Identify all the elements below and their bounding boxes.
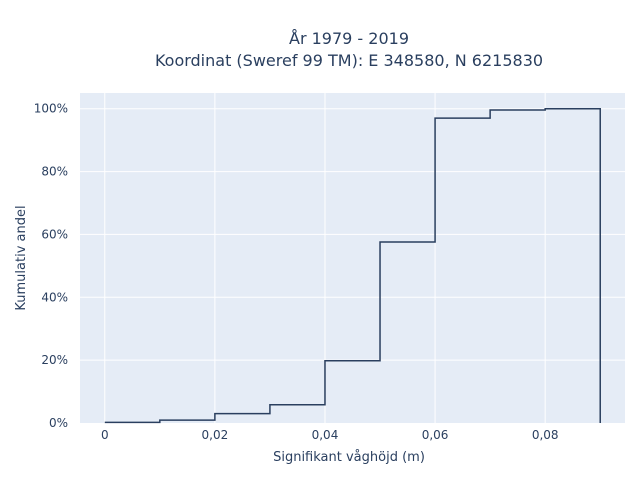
x-tick-label: 0,08 [532, 428, 559, 442]
x-tick-label: 0,04 [312, 428, 339, 442]
y-tick-label: 40% [41, 290, 68, 304]
x-tick-labels: 0 0,02 0,04 0,06 0,08 [101, 428, 559, 442]
x-axis-title: Signifikant våghöjd (m) [273, 450, 425, 465]
chart-title: År 1979 - 2019 Koordinat (Sweref 99 TM):… [0, 28, 640, 72]
y-axis-title: Kumulativ andel [14, 205, 29, 310]
y-tick-label: 0% [49, 416, 68, 430]
cumulative-step-line [104, 107, 601, 424]
x-tick-label: 0 [101, 428, 109, 442]
series-layer [104, 107, 601, 424]
y-tick-label: 100% [34, 102, 68, 116]
grid-layer [80, 93, 625, 423]
y-tick-labels: 0% 20% 40% 60% 80% 100% [34, 102, 68, 430]
y-tick-label: 60% [41, 227, 68, 241]
plot-background [80, 93, 625, 423]
y-tick-label: 80% [41, 165, 68, 179]
x-tick-label: 0,02 [202, 428, 229, 442]
x-tick-label: 0,06 [422, 428, 449, 442]
chart-title-line2: Koordinat (Sweref 99 TM): E 348580, N 62… [154, 51, 544, 70]
chart-title-line1: År 1979 - 2019 [289, 29, 409, 48]
y-tick-label: 20% [41, 353, 68, 367]
